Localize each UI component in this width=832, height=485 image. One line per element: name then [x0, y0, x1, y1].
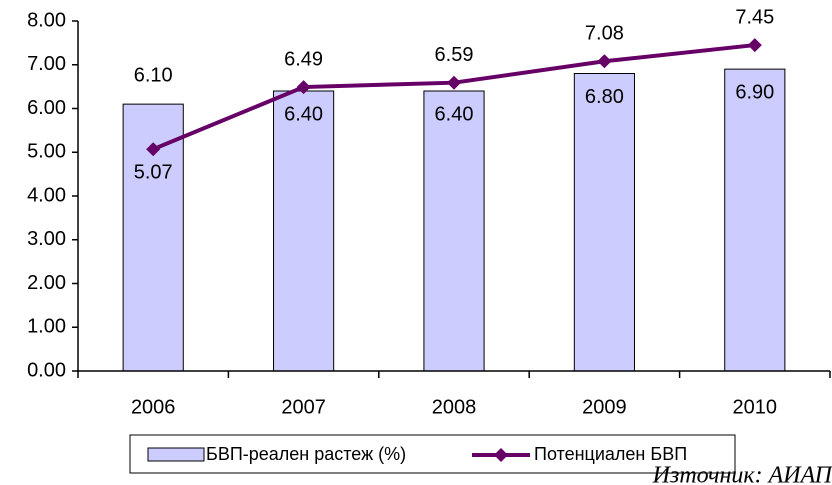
bar-label: 6.10	[134, 64, 173, 86]
bar-label: 6.40	[435, 103, 474, 125]
bar	[423, 90, 485, 372]
source-note: Източник: АИАП	[652, 463, 832, 485]
legend-label: БВП-реален растеж (%)	[206, 444, 406, 464]
line-marker	[447, 75, 461, 90]
line-label: 6.59	[435, 44, 474, 66]
bar	[573, 73, 635, 372]
x-tick-label: 2009	[582, 396, 627, 418]
line-label: 7.08	[585, 23, 624, 45]
y-tick-label: 0.00	[27, 359, 66, 381]
y-tick-label: 6.00	[27, 97, 66, 119]
bar	[273, 90, 335, 372]
line-marker	[597, 54, 612, 69]
x-tick-label: 2007	[281, 396, 326, 418]
line-marker	[296, 80, 311, 95]
y-tick-label: 2.00	[27, 272, 66, 294]
x-tick-label: 2010	[733, 396, 778, 418]
x-tick-label: 2008	[432, 396, 477, 418]
line-label: 7.45	[735, 6, 774, 28]
x-tick-label: 2006	[131, 396, 176, 418]
line-label: 5.07	[134, 161, 173, 183]
bar-label: 6.90	[735, 81, 774, 103]
line-marker	[747, 38, 762, 53]
bar	[724, 68, 786, 372]
legend-label: Потенциален БВП	[534, 444, 687, 464]
line-label: 6.49	[284, 48, 323, 70]
y-tick-label: 5.00	[27, 141, 66, 163]
line-marker	[146, 142, 161, 157]
y-tick-label: 4.00	[27, 184, 66, 206]
y-tick-label: 3.00	[27, 228, 66, 250]
bar-label: 6.80	[585, 86, 624, 108]
legend-box	[129, 434, 736, 474]
y-tick-label: 7.00	[27, 53, 66, 75]
bar-label: 6.40	[284, 103, 323, 125]
y-tick-label: 8.00	[27, 9, 66, 31]
legend-swatch	[147, 447, 205, 462]
legend-marker	[494, 448, 508, 462]
y-tick-label: 1.00	[27, 316, 66, 338]
